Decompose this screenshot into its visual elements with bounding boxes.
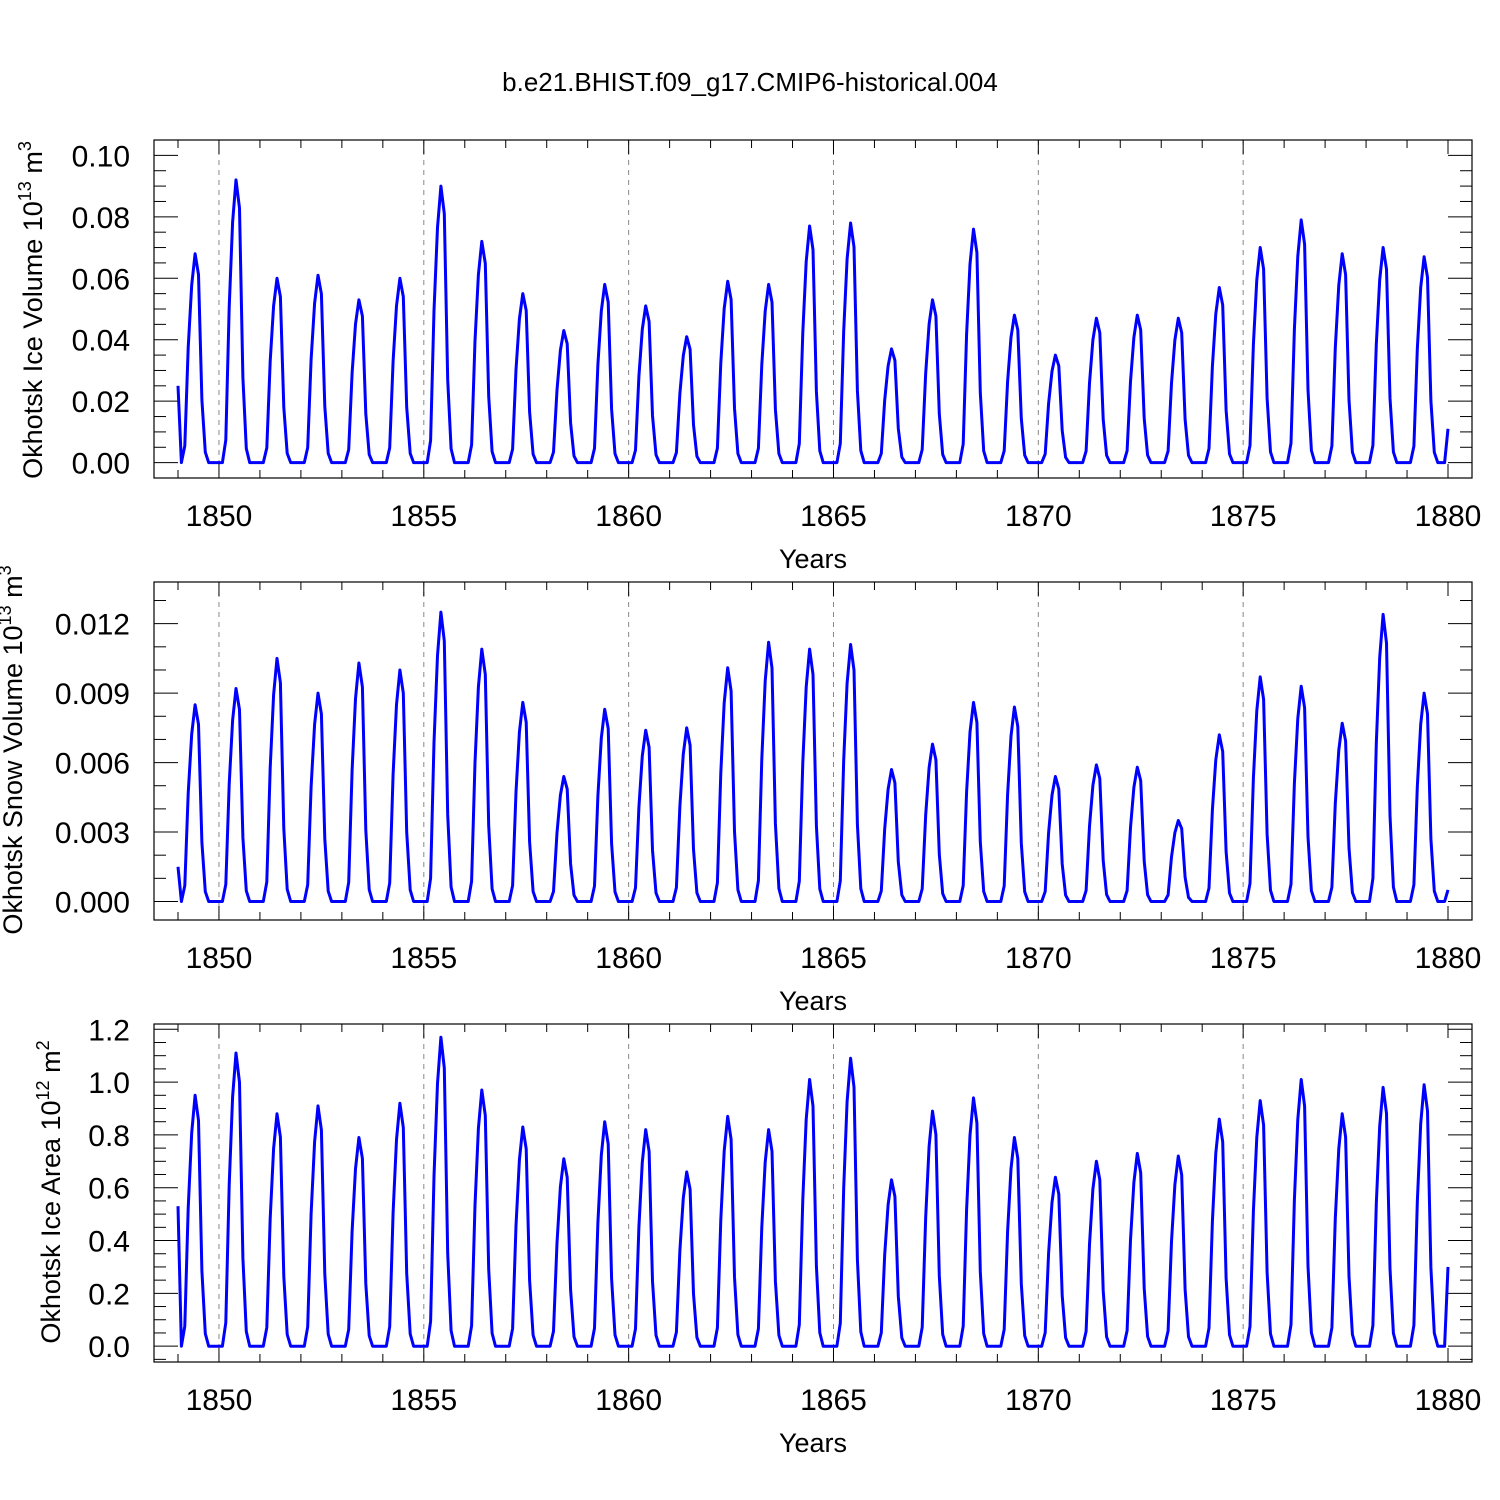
y-tick-label: 0.10 [72, 140, 130, 173]
chart-panel-3: 1850 1855 1860 1865 1870 1875 1880 Years 0.0 0.2 0… [33, 1014, 1481, 1458]
y-tick-label: 0.00 [72, 448, 130, 481]
plot-frame [153, 1023, 1473, 1363]
y-tick-label: 0.02 [72, 386, 130, 419]
y-tick-label: 0.4 [88, 1226, 130, 1259]
y-tick-label: 0.06 [72, 263, 130, 296]
y-tick-label: 1.0 [88, 1067, 130, 1100]
y-tick-label: 0.8 [88, 1120, 130, 1153]
x-axis-label: Years [779, 1428, 847, 1458]
chart-panel-2: 1850 1855 1860 1865 1870 1875 1880 Years 0.000 0.… [0, 565, 1481, 1016]
y-tick-label: 0.0 [88, 1331, 130, 1364]
y-axis-label: Okhotsk Ice Area 1012 m2 [33, 1040, 66, 1343]
y-tick-label: 0.6 [88, 1173, 130, 1206]
x-tick-label: 1850 [186, 1384, 253, 1417]
x-axis-label: Years [779, 986, 847, 1016]
x-tick-label: 1865 [800, 1384, 867, 1417]
x-tick-label: 1865 [800, 942, 867, 975]
y-tick-label: 0.000 [55, 886, 130, 919]
data-series-line [176, 178, 1450, 465]
x-tick-label: 1875 [1210, 500, 1277, 533]
y-tick-label: 0.006 [55, 748, 130, 781]
x-tick-label: 1860 [595, 942, 662, 975]
y-tick-label: 0.2 [88, 1278, 130, 1311]
data-series-line [176, 610, 1450, 903]
x-tick-label: 1870 [1005, 942, 1072, 975]
x-tick-label: 1855 [390, 500, 457, 533]
x-tick-label: 1880 [1415, 500, 1482, 533]
x-tick-label: 1860 [595, 1384, 662, 1417]
x-tick-label: 1875 [1210, 942, 1277, 975]
chart-panel-1: 1850 1855 1860 1865 1870 1875 1880 Years 0.00 0.0… [15, 139, 1482, 574]
y-tick-label: 0.04 [72, 325, 130, 358]
plot-frame [153, 581, 1473, 921]
x-tick-label: 1860 [595, 500, 662, 533]
x-tick-label: 1880 [1415, 942, 1482, 975]
y-axis-label: Okhotsk Snow Volume 1013 m3 [0, 565, 28, 934]
y-tick-label: 0.08 [72, 202, 130, 235]
y-tick-label: 0.012 [55, 609, 130, 642]
y-tick-label: 1.2 [88, 1014, 130, 1047]
x-tick-label: 1865 [800, 500, 867, 533]
y-tick-label: 0.003 [55, 817, 130, 850]
y-axis-label: Okhotsk Ice Volume 1013 m3 [15, 141, 48, 479]
x-tick-label: 1880 [1415, 1384, 1482, 1417]
figure-title: b.e21.BHIST.f09_g17.CMIP6-historical.004 [502, 67, 998, 97]
x-axis-label: Years [779, 544, 847, 574]
x-tick-label: 1850 [186, 500, 253, 533]
x-tick-label: 1855 [390, 942, 457, 975]
x-tick-label: 1870 [1005, 1384, 1072, 1417]
x-tick-label: 1855 [390, 1384, 457, 1417]
x-tick-label: 1850 [186, 942, 253, 975]
x-tick-label: 1870 [1005, 500, 1072, 533]
data-series-line [176, 1035, 1450, 1348]
x-tick-label: 1875 [1210, 1384, 1277, 1417]
y-tick-label: 0.009 [55, 678, 130, 711]
